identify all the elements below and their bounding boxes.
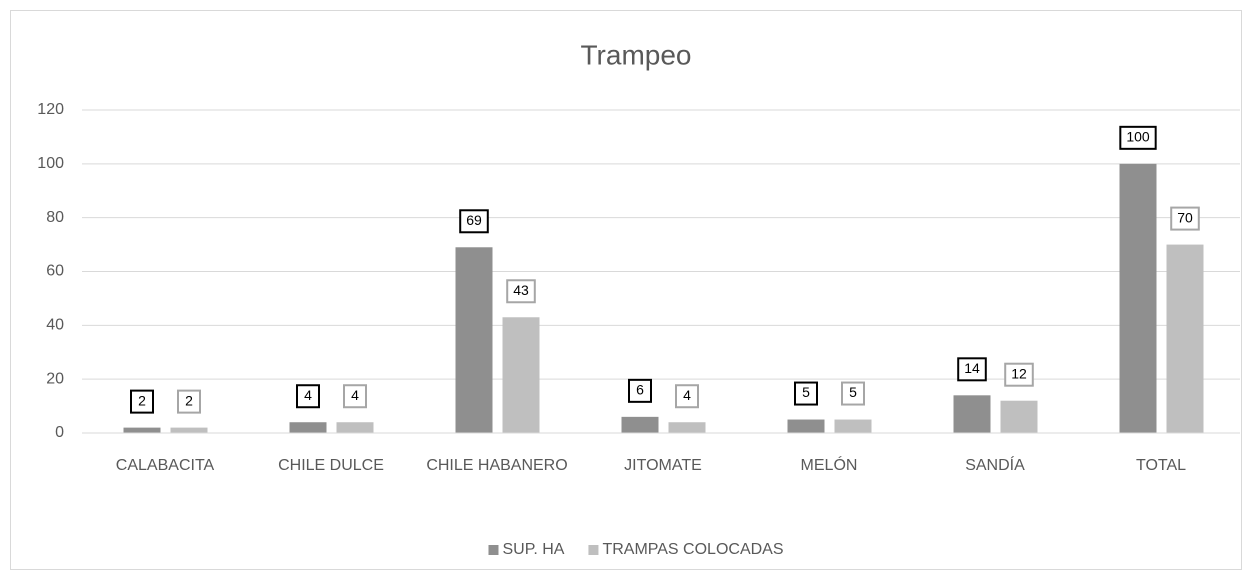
bar	[502, 317, 540, 433]
data-label: 14	[957, 357, 987, 382]
bar	[834, 419, 872, 433]
data-label: 6	[628, 378, 652, 403]
data-label-box	[675, 384, 699, 409]
data-label-box	[506, 279, 536, 304]
legend-label: SUP. HA	[502, 541, 564, 558]
chart-title: Trampeo	[580, 39, 691, 70]
bar	[621, 416, 659, 433]
data-label: 2	[177, 389, 201, 414]
x-tick-label: CALABACITA	[116, 457, 215, 474]
y-tick-label: 0	[55, 424, 64, 441]
data-label: 5	[841, 381, 865, 406]
legend-label: TRAMPAS COLOCADAS	[602, 541, 783, 558]
bar	[787, 419, 825, 433]
data-label: 43	[506, 279, 536, 304]
data-label-text: 14	[964, 360, 980, 376]
y-tick-label: 60	[46, 263, 64, 280]
data-label-text: 4	[683, 387, 691, 403]
data-label-text: 6	[636, 382, 644, 398]
data-label-box	[1170, 206, 1200, 231]
data-label-text: 5	[849, 384, 857, 400]
data-label-text: 4	[304, 387, 312, 403]
data-label-box	[841, 381, 865, 406]
data-label: 4	[343, 384, 367, 409]
y-tick-label: 120	[37, 101, 64, 118]
data-label-box	[794, 381, 818, 406]
data-label-box	[296, 384, 320, 409]
data-label-text: 69	[466, 212, 482, 228]
data-label-text: 4	[351, 387, 359, 403]
x-tick-label: CHILE DULCE	[278, 457, 384, 474]
legend-swatch	[488, 545, 499, 555]
data-label: 5	[794, 381, 818, 406]
bar	[289, 422, 327, 433]
x-tick-label: CHILE HABANERO	[426, 457, 567, 474]
data-label-box	[177, 389, 201, 414]
data-label: 69	[459, 209, 489, 234]
bar	[1000, 400, 1038, 433]
data-label: 2	[130, 389, 154, 414]
x-tick-label: SANDÍA	[965, 455, 1025, 474]
data-label-text: 70	[1177, 209, 1193, 225]
data-label-box	[343, 384, 367, 409]
x-tick-label: TOTAL	[1136, 457, 1186, 474]
data-label-text: 43	[513, 282, 529, 298]
data-label-text: 100	[1126, 129, 1150, 145]
bar	[170, 427, 208, 433]
bar	[1166, 244, 1204, 433]
bar	[953, 395, 991, 433]
y-tick-label: 20	[46, 370, 64, 387]
data-label-box	[130, 389, 154, 414]
data-label-box	[1119, 125, 1157, 150]
x-tick-label: MELÓN	[801, 455, 858, 474]
y-tick-label: 40	[46, 317, 64, 334]
data-label: 70	[1170, 206, 1200, 231]
x-tick-label: JITOMATE	[624, 457, 702, 474]
data-label-box	[628, 378, 652, 403]
bar	[1119, 163, 1157, 434]
bar	[336, 422, 374, 433]
data-label-box	[957, 357, 987, 382]
data-label-text: 12	[1011, 365, 1027, 381]
bar	[123, 427, 161, 433]
chart-frame	[10, 10, 1242, 570]
legend: SUP. HA TRAMPAS COLOCADAS	[488, 541, 784, 558]
y-tick-label: 100	[37, 155, 64, 172]
data-label-box	[1004, 362, 1034, 387]
bar	[668, 422, 706, 433]
data-label-text: 2	[138, 392, 146, 408]
data-label-box	[459, 209, 489, 234]
data-label-text: 2	[185, 392, 193, 408]
data-label: 4	[296, 384, 320, 409]
y-tick-label: 80	[46, 209, 64, 226]
data-label: 4	[675, 384, 699, 409]
data-label: 12	[1004, 362, 1034, 387]
legend-swatch	[588, 545, 599, 555]
data-label-text: 5	[802, 384, 810, 400]
bar	[455, 247, 493, 433]
data-label: 100	[1119, 125, 1157, 150]
